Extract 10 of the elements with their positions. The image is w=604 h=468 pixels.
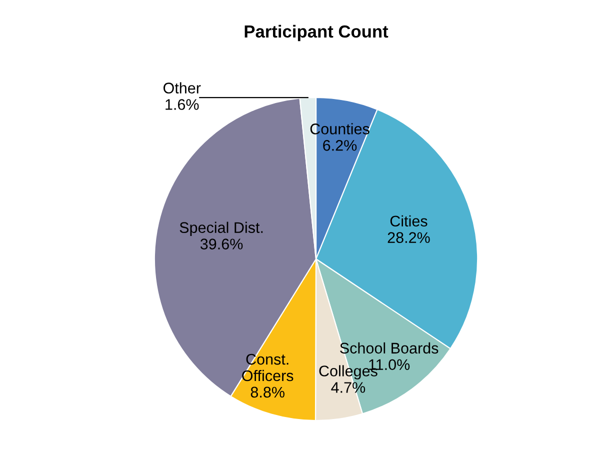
data-label: 6.2% xyxy=(323,140,357,151)
slice-label: Other xyxy=(163,82,201,94)
data-label: 8.8% xyxy=(250,386,284,398)
data-label: 39.6% xyxy=(200,238,243,250)
slice-label: Cities xyxy=(390,215,428,227)
data-label: 4.7% xyxy=(331,382,366,393)
data-label: 28.2% xyxy=(388,232,430,243)
chart-title: Participant Count xyxy=(244,24,388,42)
data-label: 1.6% xyxy=(166,99,199,110)
slice-label: Special Dist. xyxy=(180,222,263,236)
